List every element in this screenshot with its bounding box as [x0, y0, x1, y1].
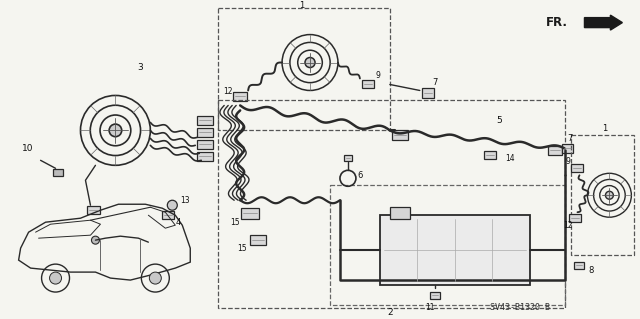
Bar	[572, 164, 584, 172]
Bar	[241, 208, 259, 219]
Bar	[484, 151, 495, 159]
Bar	[362, 80, 374, 88]
Text: 3: 3	[138, 63, 143, 72]
Bar	[197, 116, 213, 125]
Bar	[380, 215, 529, 285]
Text: 11: 11	[425, 302, 435, 312]
Bar	[163, 211, 174, 219]
FancyArrow shape	[584, 15, 622, 30]
Text: 12: 12	[223, 87, 233, 96]
Text: 4: 4	[175, 218, 181, 227]
Text: 7: 7	[432, 78, 438, 87]
Text: 15: 15	[230, 218, 240, 227]
Circle shape	[149, 272, 161, 284]
Bar	[392, 130, 408, 140]
Text: 15: 15	[237, 244, 247, 253]
Bar	[197, 128, 213, 137]
Text: 5: 5	[497, 116, 502, 125]
Bar	[430, 292, 440, 299]
Bar	[390, 207, 410, 219]
Bar	[218, 100, 564, 308]
Bar	[422, 88, 434, 99]
Text: 1: 1	[602, 124, 607, 133]
Bar	[344, 155, 352, 161]
Circle shape	[109, 124, 122, 137]
Text: 1: 1	[300, 1, 305, 10]
Text: 9: 9	[376, 71, 380, 80]
Bar	[561, 144, 573, 153]
Bar	[87, 206, 100, 214]
Bar	[548, 146, 561, 155]
Text: 9: 9	[565, 157, 570, 166]
Circle shape	[167, 200, 177, 210]
Bar	[330, 185, 564, 305]
Bar	[197, 152, 213, 161]
Text: 6: 6	[357, 171, 363, 180]
Bar	[570, 214, 582, 222]
Text: 7: 7	[567, 134, 572, 143]
Bar	[233, 92, 247, 101]
Bar	[575, 262, 584, 269]
Bar	[218, 8, 390, 130]
Text: FR.: FR.	[545, 16, 568, 29]
Bar	[250, 235, 266, 245]
Circle shape	[605, 191, 613, 199]
Bar	[52, 169, 63, 176]
Bar	[572, 135, 634, 255]
Text: 8: 8	[589, 266, 594, 275]
Circle shape	[92, 236, 99, 244]
Circle shape	[305, 57, 315, 68]
Text: 10: 10	[22, 144, 33, 153]
Text: SV43-B1320 B: SV43-B1320 B	[490, 302, 550, 312]
Circle shape	[49, 272, 61, 284]
Text: 13: 13	[180, 196, 190, 205]
Text: 2: 2	[387, 308, 393, 316]
Text: 14: 14	[505, 154, 515, 163]
Text: 12: 12	[563, 221, 572, 230]
Bar	[197, 140, 213, 149]
